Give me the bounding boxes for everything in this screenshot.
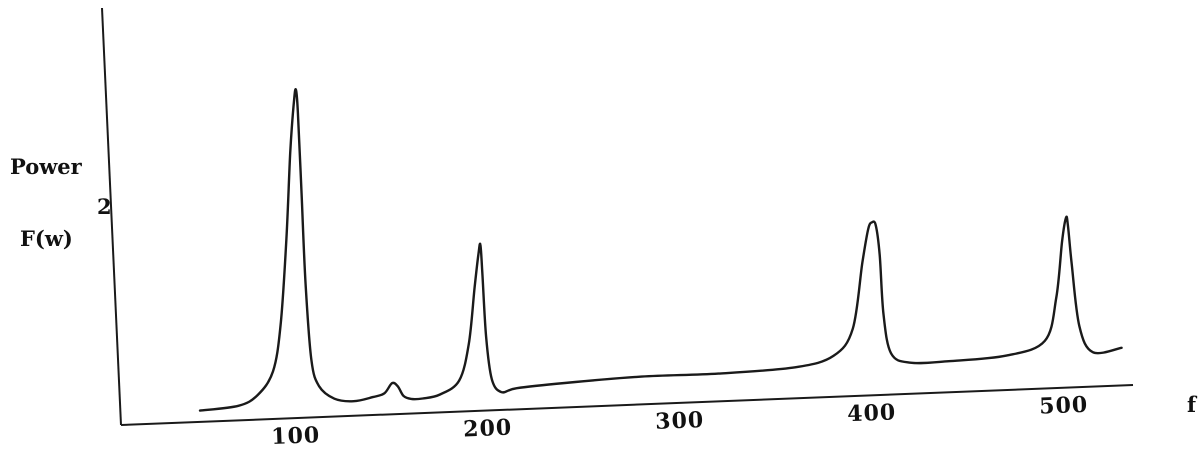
x-axis-label: f xyxy=(1187,392,1198,417)
x-tick-label: 500 xyxy=(1039,392,1089,420)
y-axis-label-power: Power xyxy=(10,154,83,179)
x-tick-labels: 100 200 300 400 500 xyxy=(271,392,1089,450)
x-tick-label: 100 xyxy=(271,422,321,450)
y-axis-label-fw: F(w) xyxy=(20,226,73,251)
x-tick-label: 200 xyxy=(463,415,513,443)
x-tick-label: 300 xyxy=(655,407,705,435)
x-tick-label: 400 xyxy=(847,399,897,427)
x-axis-line xyxy=(120,384,1134,426)
y-axis-line xyxy=(101,7,122,426)
spectrum-line xyxy=(198,87,1123,412)
y-axis-label-fragment: 2 xyxy=(97,194,112,219)
